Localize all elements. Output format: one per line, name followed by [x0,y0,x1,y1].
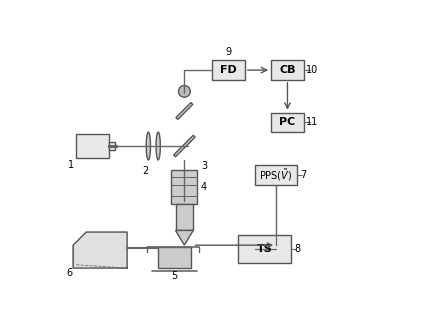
Circle shape [178,85,190,97]
Text: 7: 7 [301,170,307,180]
Text: PC: PC [279,117,296,127]
Bar [271,60,304,80]
Text: 5: 5 [171,271,178,281]
Text: 6: 6 [67,268,73,278]
Ellipse shape [156,132,160,160]
Text: 9: 9 [226,47,232,57]
Bar [271,113,304,132]
Bar [171,170,198,204]
Text: 11: 11 [306,117,318,127]
Text: TS: TS [257,244,273,254]
Bar [109,142,115,150]
Text: 8: 8 [294,244,300,254]
Text: 4: 4 [201,182,207,192]
Text: 2: 2 [142,166,148,176]
Polygon shape [175,230,193,245]
Text: FD: FD [220,65,237,75]
Bar [175,204,193,230]
Text: CB: CB [279,65,296,75]
Text: PPS($\tilde{V}$): PPS($\tilde{V}$) [259,167,293,183]
Ellipse shape [146,132,151,160]
Bar [238,235,291,263]
Bar [255,165,297,184]
Text: 1: 1 [68,160,75,170]
Polygon shape [176,103,193,119]
Bar [158,247,191,268]
Text: 10: 10 [306,65,318,75]
Polygon shape [174,135,195,157]
Bar [76,134,109,158]
Polygon shape [73,232,127,268]
Bar [212,60,245,80]
Text: 3: 3 [201,161,207,171]
